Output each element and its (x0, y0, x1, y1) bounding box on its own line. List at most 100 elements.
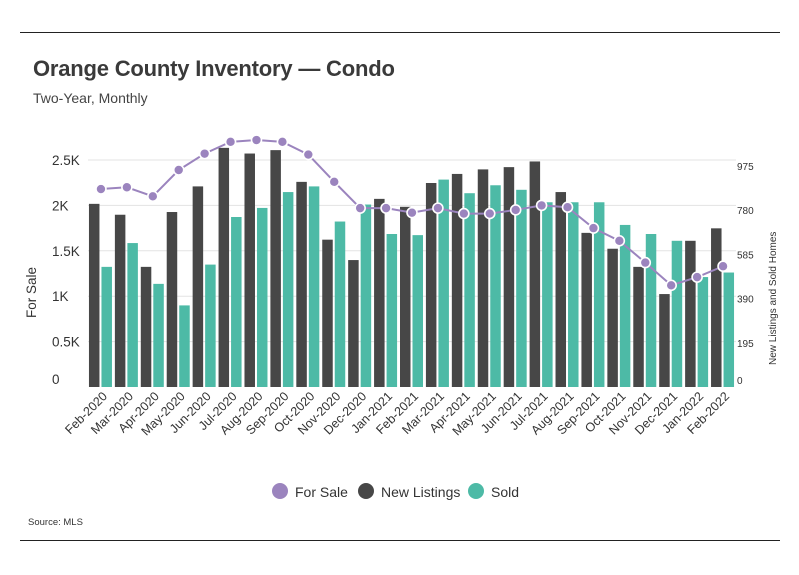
y-tick-label: 0.5K (52, 335, 80, 350)
y-axis-label: For Sale (24, 267, 39, 318)
for-sale-point (121, 181, 133, 194)
for-sale-point (717, 260, 729, 273)
source-note: Source: MLS (28, 517, 83, 528)
for-sale-point (665, 279, 678, 292)
top-rule (20, 32, 780, 33)
for-sale-point (613, 235, 626, 247)
legend-label: Sold (491, 484, 519, 500)
bar-sold (308, 186, 320, 387)
y2-axis-label: New Listings and Sold Homes (768, 232, 779, 365)
bar-new-listings (503, 167, 515, 387)
for-sale-point (250, 134, 263, 146)
legend-label: For Sale (295, 484, 348, 500)
y-tick-label: 2.5K (52, 153, 80, 168)
bar-sold (619, 224, 631, 387)
bar-sold (231, 217, 242, 387)
bar-sold (412, 235, 423, 387)
bar-new-listings (140, 266, 152, 387)
bar-sold (645, 234, 657, 387)
bar-sold (282, 192, 294, 387)
legend-label: New Listings (381, 484, 460, 500)
bar-new-listings (581, 232, 592, 387)
for-sale-point (483, 207, 496, 220)
chart-subtitle: Two-Year, Monthly (33, 90, 148, 106)
bar-new-listings (529, 161, 541, 387)
bar-sold (490, 185, 501, 387)
for-sale-point (147, 190, 159, 203)
bar-new-listings (477, 169, 489, 387)
bar-new-listings (607, 248, 618, 387)
bar-sold (568, 202, 579, 387)
bar-new-listings (270, 150, 281, 387)
bar-new-listings (425, 183, 437, 387)
bar-new-listings (711, 228, 722, 387)
for-sale-point (276, 136, 289, 148)
bar-sold (542, 202, 553, 387)
bar-sold (127, 243, 138, 387)
chart-title: Orange County Inventory — Condo (33, 56, 395, 81)
bar-new-listings (374, 198, 385, 387)
bar-new-listings (685, 240, 696, 387)
bar-new-listings (555, 192, 567, 387)
bar-sold (464, 193, 475, 387)
bar-new-listings (88, 203, 100, 387)
bar-sold (205, 264, 216, 387)
for-sale-point (224, 136, 237, 148)
bar-new-listings (348, 260, 359, 387)
y-tick-label: 1.5K (52, 244, 80, 259)
for-sale-point (172, 164, 185, 176)
bar-new-listings (114, 214, 126, 387)
bar-sold (179, 305, 190, 387)
bar-sold (360, 204, 372, 387)
y2-tick-label: 780 (737, 206, 754, 217)
bottom-rule (20, 540, 780, 541)
bar-new-listings (633, 266, 644, 387)
bars (88, 147, 735, 387)
for-sale-point (354, 202, 366, 214)
bar-sold (101, 266, 112, 387)
for-sale-point (535, 199, 548, 212)
bar-sold (723, 272, 735, 387)
bar-sold (153, 283, 164, 387)
for-sale-point (509, 204, 522, 216)
bar-sold (671, 240, 683, 387)
legend: For Sale New Listings Sold (272, 483, 519, 500)
legend-marker (468, 483, 484, 499)
for-sale-line (95, 134, 729, 292)
for-sale-point (639, 256, 652, 269)
y2-tick-label: 0 (737, 376, 743, 387)
for-sale-point (432, 202, 444, 214)
bar-sold (697, 277, 709, 387)
legend-marker (272, 483, 288, 499)
for-sale-point (380, 202, 392, 214)
bar-new-listings (296, 181, 307, 387)
for-sale-point (458, 207, 470, 220)
for-sale-point (95, 183, 107, 195)
bar-new-listings (451, 173, 463, 387)
for-sale-point (587, 222, 600, 234)
y2-tick-label: 975 (737, 162, 754, 173)
bar-sold (593, 202, 605, 387)
bar-sold (334, 221, 346, 387)
bar-new-listings (192, 186, 204, 387)
bar-new-listings (166, 212, 178, 387)
bar-new-listings (244, 153, 255, 387)
bar-sold (386, 234, 398, 387)
for-sale-point (691, 271, 703, 283)
y2-tick-label: 390 (737, 295, 754, 306)
for-sale-point (406, 206, 418, 219)
y2-tick-label: 195 (737, 339, 754, 350)
y2-tick-label: 585 (737, 250, 754, 261)
bar-new-listings (218, 147, 230, 387)
bar-new-listings (322, 239, 333, 387)
bar-sold (256, 207, 268, 387)
bar-new-listings (400, 206, 411, 387)
y-tick-label: 2K (52, 198, 69, 213)
for-sale-point (328, 175, 341, 188)
bar-sold (438, 179, 449, 387)
y-tick-label: 1K (52, 289, 69, 304)
legend-marker (358, 483, 374, 499)
bar-new-listings (659, 294, 670, 387)
for-sale-point (302, 148, 315, 161)
bar-sold (516, 189, 527, 387)
